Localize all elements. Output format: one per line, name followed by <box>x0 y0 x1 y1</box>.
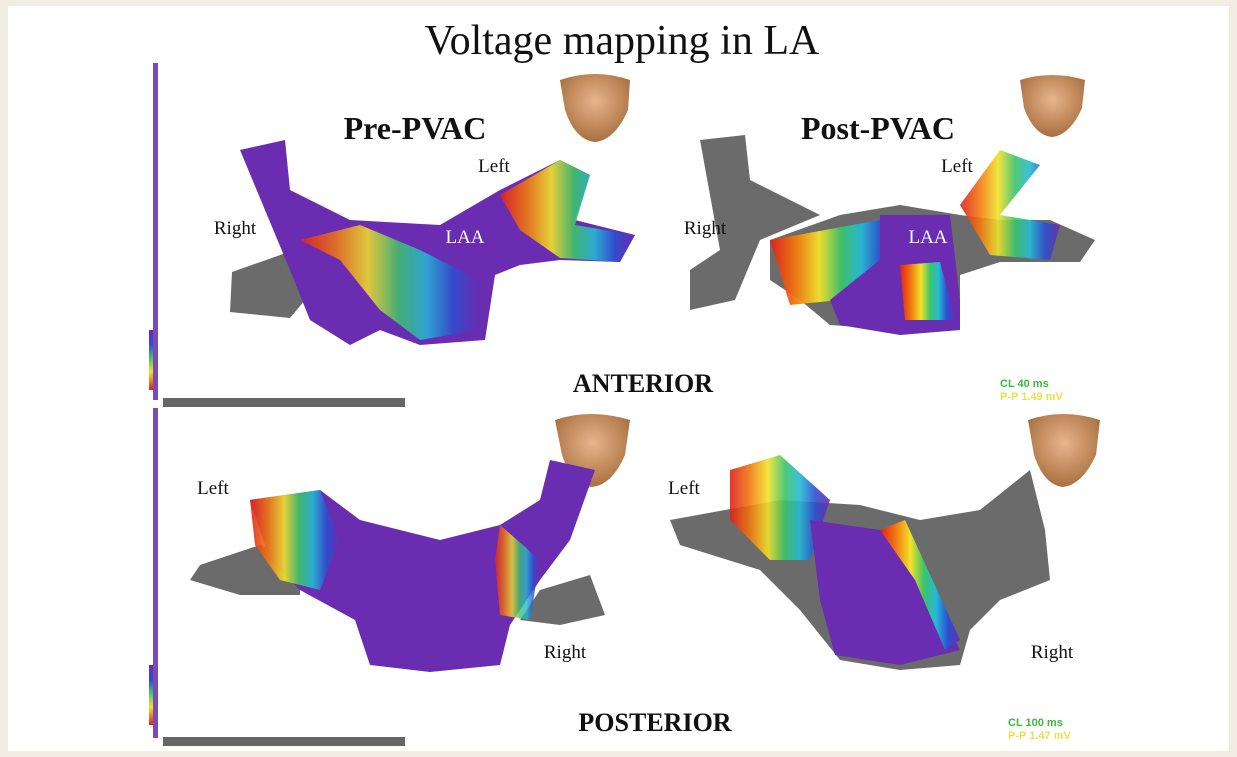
region-label: LAA <box>908 227 947 248</box>
panel-title: Pre-PVAC <box>344 110 487 146</box>
side-label: Right <box>1031 642 1074 663</box>
figure: Voltage mapping in LA <box>0 0 1237 757</box>
side-label: Right <box>684 218 727 239</box>
view-label: ANTERIOR <box>573 369 713 398</box>
cycle-length: CL 40 ms <box>1000 378 1049 390</box>
view-label: POSTERIOR <box>578 708 731 737</box>
side-label: Right <box>544 642 587 663</box>
cycle-length: CL 100 ms <box>1008 717 1063 729</box>
side-label: Left <box>668 478 700 499</box>
region-label: LAA <box>445 227 484 248</box>
side-label: Left <box>941 156 973 177</box>
side-label: Left <box>478 156 510 177</box>
side-label: Right <box>214 218 257 239</box>
side-label: Left <box>197 478 229 499</box>
panel-title: Post-PVAC <box>801 110 955 146</box>
peak-to-peak: P-P 1.47 mV <box>1008 730 1071 742</box>
peak-to-peak: P-P 1.49 mV <box>1000 391 1063 403</box>
title: Voltage mapping in LA <box>425 18 820 64</box>
